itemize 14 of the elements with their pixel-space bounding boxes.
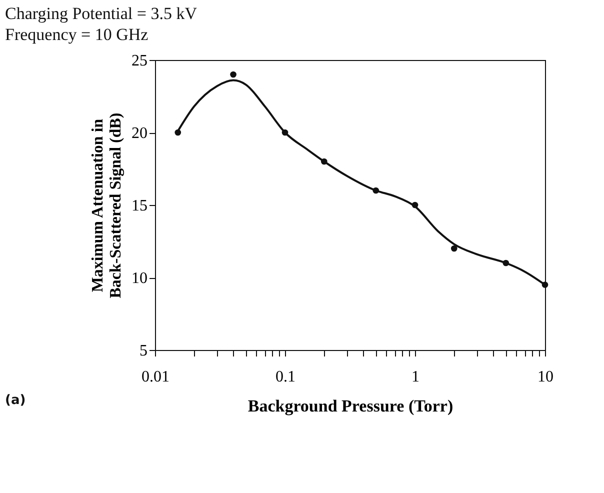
y-tick-label: 25 (132, 52, 148, 70)
y-tick-label: 15 (132, 198, 148, 214)
x-tick-label: 0.1 (276, 368, 296, 386)
text: (a) (5, 393, 26, 408)
y-axis-title: Maximum Attenuation in Back-Scattered Signal (dB) (90, 112, 124, 298)
chart-title: Charging Potential = 3.5 kV (5, 4, 198, 23)
x-tick-label: 1 (412, 368, 420, 386)
y-tick-label: 5 (140, 342, 148, 360)
y-tick-label: 10 (132, 270, 148, 287)
x-axis-title: Background Pressure (Torr) (248, 396, 454, 416)
x-tick-label: 0.01 (142, 368, 170, 386)
chart-subtitle: Frequency = 10 GHz (5, 25, 149, 44)
y-tick-label: 20 (132, 125, 148, 142)
x-tick-label: 10 (538, 368, 554, 386)
